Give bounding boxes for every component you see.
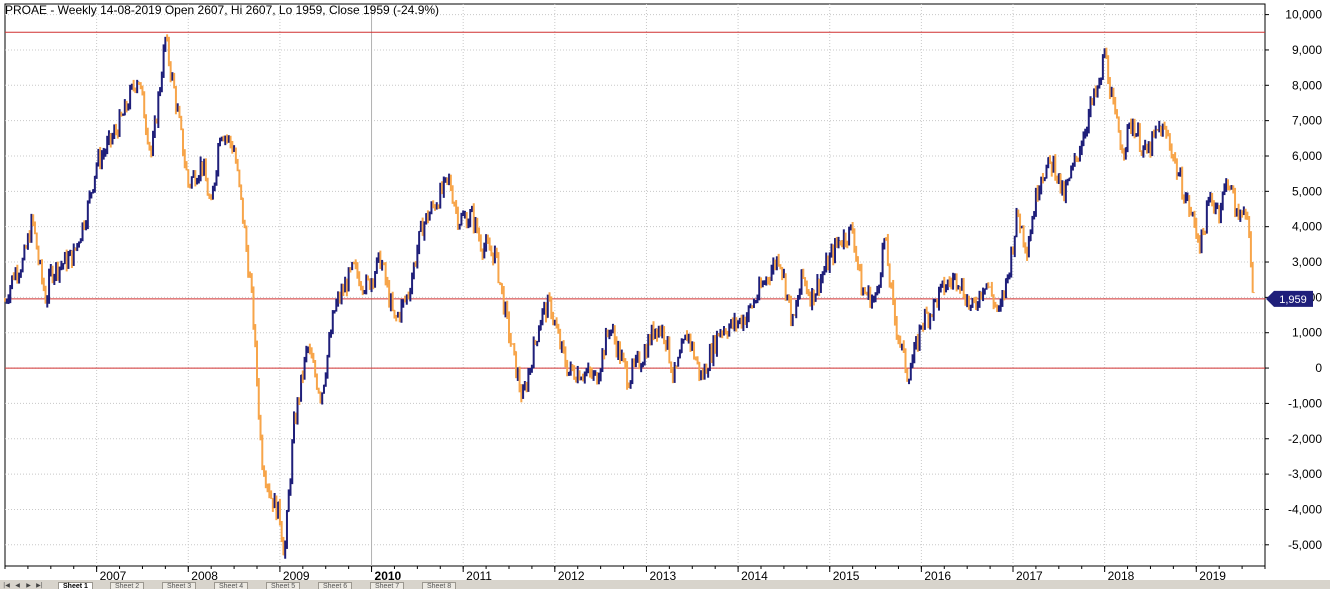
y-tick-label: 9,000 xyxy=(1292,43,1322,57)
y-tick-label: 1,000 xyxy=(1292,326,1322,340)
sheet-tab[interactable]: Sheet 8 xyxy=(422,582,457,589)
y-tick-label: -5,000 xyxy=(1288,538,1322,552)
x-tick-label: 2008 xyxy=(191,569,218,583)
x-tick-label: 2012 xyxy=(558,569,585,583)
sheet-tab[interactable]: Sheet 7 xyxy=(370,582,405,589)
x-tick-label: 2014 xyxy=(741,569,768,583)
prev-sheet-icon[interactable]: ◀ xyxy=(15,582,20,589)
last-sheet-icon[interactable]: ▶| xyxy=(36,582,43,589)
x-tick-label: 2018 xyxy=(1108,569,1135,583)
sheet-tab[interactable]: Sheet 2 xyxy=(110,582,145,589)
x-tick-label: 2016 xyxy=(924,569,951,583)
next-sheet-icon[interactable]: ▶ xyxy=(26,582,31,589)
y-tick-label: 4,000 xyxy=(1292,220,1322,234)
chart-title: PROAE - Weekly 14-08-2019 Open 2607, Hi … xyxy=(5,3,440,17)
x-tick-label: 2015 xyxy=(833,569,860,583)
y-tick-label: 6,000 xyxy=(1292,149,1322,163)
y-tick-label: 8,000 xyxy=(1292,78,1322,92)
y-tick-label: 10,000 xyxy=(1285,8,1322,22)
y-tick-label: -2,000 xyxy=(1288,432,1322,446)
sheet-tab[interactable]: Sheet 3 xyxy=(162,582,197,589)
plot-frame xyxy=(4,3,1266,567)
first-sheet-icon[interactable]: |◀ xyxy=(3,582,10,589)
x-tick-label: 2013 xyxy=(649,569,676,583)
last-value-label: 1,959 xyxy=(1279,294,1307,306)
x-tick-label: 2019 xyxy=(1199,569,1226,583)
sheet-tab[interactable]: Sheet 6 xyxy=(318,582,353,589)
x-tick-label: 2017 xyxy=(1016,569,1043,583)
x-tick-label: 2009 xyxy=(283,569,310,583)
last-value-badge xyxy=(1266,290,1313,307)
y-tick-label: 3,000 xyxy=(1292,255,1322,269)
y-tick-label: 7,000 xyxy=(1292,114,1322,128)
sheet-tab[interactable]: Sheet 4 xyxy=(214,582,249,589)
y-tick-label: -3,000 xyxy=(1288,467,1322,481)
y-tick-label: -1,000 xyxy=(1288,396,1322,410)
x-tick-label: 2007 xyxy=(100,569,127,583)
y-tick-label: -4,000 xyxy=(1288,502,1322,516)
x-tick-label: 2011 xyxy=(466,569,492,583)
sheet-tabs-bar: |◀ ◀ ▶ ▶| Sheet 1 Sheet 2 Sheet 3 Sheet 4 Sh… xyxy=(0,580,1330,589)
y-tick-label: 5,000 xyxy=(1292,184,1322,198)
x-tick-label: 2010 xyxy=(375,569,402,583)
y-tick-label: 0 xyxy=(1315,361,1322,375)
sheet-tab[interactable]: Sheet 1 xyxy=(58,582,93,589)
sheet-tab[interactable]: Sheet 5 xyxy=(266,582,301,589)
